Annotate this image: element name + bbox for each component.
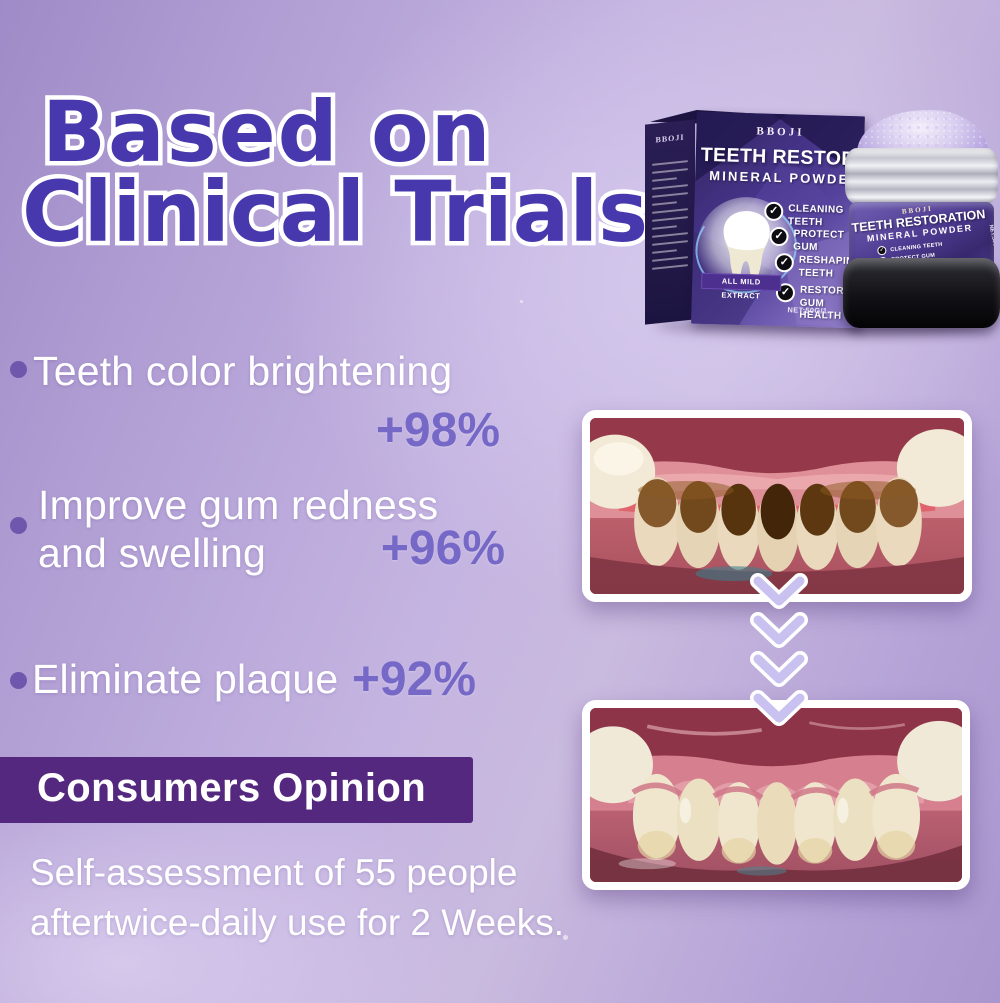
check-icon: ✓ [769,226,789,247]
box-net-weight: NET:50G/1. [787,305,830,316]
bullet-dot-icon [10,517,27,534]
product-jar: BBOJI TEETH RESTORATION MINERAL POWDER ✓… [843,106,1000,330]
box-side-brand: BBOJI [655,132,685,145]
jar-black-base [843,258,1000,328]
title-line-2: Clinical Trials Clinical Trials [17,159,652,266]
consumers-opinion-band: Consumers Opinion [0,757,473,823]
before-teeth-photo [582,410,972,602]
sparkle-dot [520,300,523,303]
stat-value-brightening: +98% [375,404,500,457]
before-teeth-illustration [590,418,964,594]
tooth-icon [723,211,770,282]
after-teeth-photo [582,700,970,890]
tooth-illustration-circle [686,193,806,304]
stat-label-brightening: Teeth color brightening [33,348,453,394]
product-box-front: BBOJI TEETH RESTORATION MINERAL POWDER ✓… [686,111,917,329]
bullet-dot-icon [10,672,27,689]
self-assessment-note: Self-assessment of 55 people aftertwice-… [30,852,564,943]
check-icon: ✓ [774,252,795,273]
consumers-opinion-heading: Consumers Opinion [37,766,427,810]
after-teeth-illustration [590,708,962,882]
box-product-subname: MINERAL POWDER [709,168,862,188]
stat-label-gum: Improve gum redness and swelling [38,482,439,577]
title-line-1-outline: Based on [38,79,496,186]
chevron-down-icon [750,573,808,609]
chevron-down-icon [750,612,808,648]
chevron-down-icon [750,690,808,726]
bullet-dot-icon [10,361,27,378]
chevron-down-icon [750,651,808,687]
check-icon: ✓ [876,245,887,256]
product-box-side-panel: BBOJI [645,119,695,325]
jar-metal-rim [845,148,998,204]
stat-value-gum: +96% [380,522,505,575]
stat-value-plaque: +92% [351,653,476,706]
mild-extract-badge: ALL MILD EXTRACT [701,272,782,301]
title-line-1: Based on Based on [38,79,496,186]
stat-label-plaque: Eliminate plaque [32,656,339,702]
box-side-fine-print [652,154,688,276]
sparkle-dot [563,935,568,940]
check-icon: ✓ [763,201,784,222]
title-line-2-outline: Clinical Trials [17,159,652,266]
